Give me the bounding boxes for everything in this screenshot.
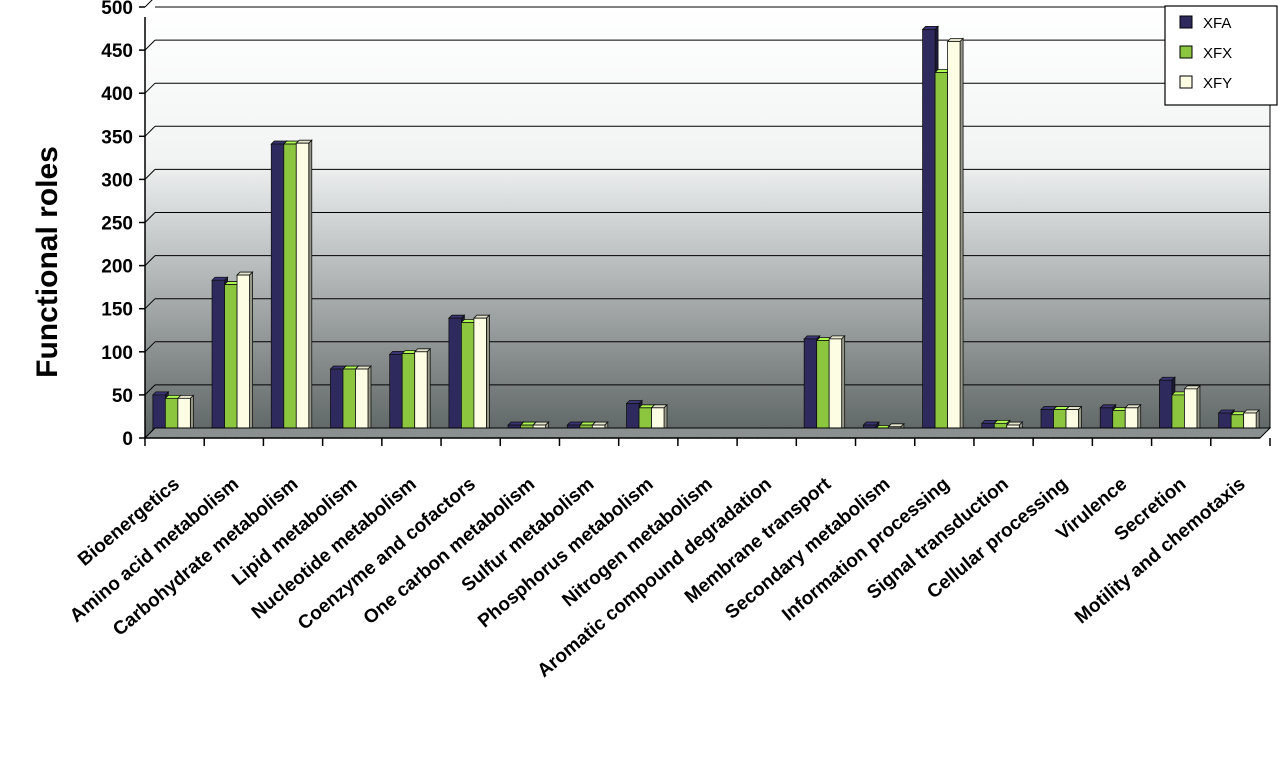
plot-area (145, 7, 1270, 438)
legend: XFA XFX XFY (1164, 5, 1278, 106)
gridline-diagonal (144, 341, 156, 353)
legend-label-xfy: XFY (1203, 75, 1232, 92)
gridline-diagonal (144, 169, 156, 180)
y-tick-label: 500 (101, 0, 133, 19)
bar-xfy (946, 37, 965, 439)
y-axis-label: Functional roles (31, 146, 64, 378)
y-tick-label: 150 (101, 300, 133, 321)
legend-label-xfx: XFX (1203, 45, 1232, 62)
y-tick-label: 250 (101, 214, 133, 235)
bar-xfy (354, 365, 372, 439)
y-tick-labels: 0 50 100 150 200 250 300 350 400 450 500 (101, 0, 133, 450)
bar-xfy (828, 334, 846, 439)
legend-swatch-xfx (1179, 45, 1193, 59)
bar-xfy (236, 271, 254, 439)
gridline-diagonal (144, 212, 156, 223)
floor (143, 427, 1272, 439)
y-tick-label: 100 (101, 343, 133, 364)
y-tick-label: 200 (101, 257, 133, 278)
y-tick-label: 400 (101, 84, 133, 105)
y-tick-label: 450 (101, 41, 133, 62)
y-tick-label: 50 (112, 386, 133, 407)
bar-xfy (1183, 384, 1201, 439)
legend-swatch-xfy (1179, 75, 1193, 89)
y-tick-label: 350 (101, 127, 133, 148)
gridline-diagonal (144, 82, 156, 94)
gridline-diagonal (144, 39, 156, 51)
gridline-diagonal (144, 0, 153, 8)
axes (139, 6, 1272, 446)
x-tick-label: Bioenergetics (74, 474, 184, 571)
plot-background (145, 7, 1270, 438)
bar-xfy (413, 347, 432, 439)
y-tick-label: 0 (122, 429, 133, 450)
gridline-diagonal (144, 125, 156, 137)
bar-xfy (295, 139, 313, 439)
y-tick-label: 300 (101, 170, 133, 191)
gridline-diagonal (144, 298, 156, 310)
legend-swatch-xfa (1179, 15, 1193, 29)
gridline-diagonal (144, 255, 156, 266)
gridline-diagonal (144, 384, 156, 396)
bar-xfy (472, 314, 491, 439)
legend-label-xfa: XFA (1203, 15, 1231, 32)
